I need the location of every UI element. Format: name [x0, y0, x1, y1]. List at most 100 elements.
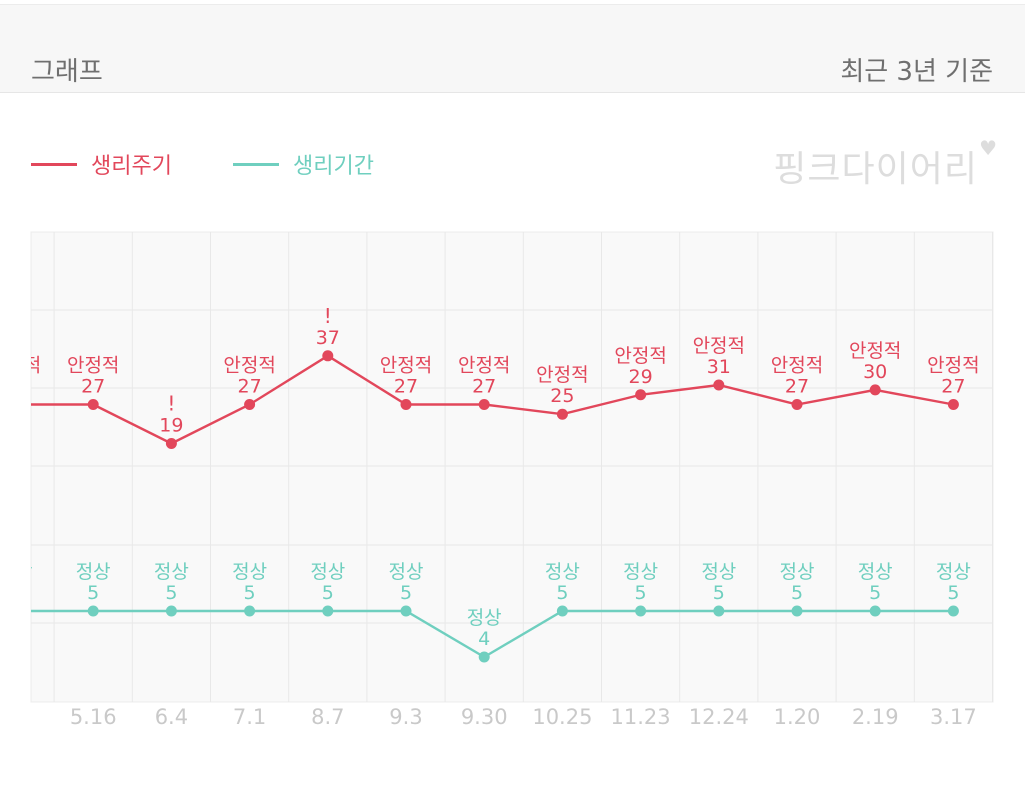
data-label-status: 안정적	[0, 355, 41, 377]
data-label-value: 27	[941, 376, 965, 398]
x-tick-label: 8.7	[311, 705, 344, 729]
legend-label-period: 생리기간	[293, 154, 374, 179]
data-label-value: 5	[9, 582, 21, 604]
data-label-status: !	[167, 391, 175, 415]
data-point	[635, 389, 647, 401]
data-label-status: 정상	[936, 561, 971, 583]
legend-line-period	[233, 163, 279, 166]
data-label-status: 정상	[701, 561, 736, 583]
data-point	[244, 605, 256, 617]
data-point	[635, 605, 647, 617]
x-tick-label: 9.30	[461, 705, 508, 729]
data-label-value: 27	[3, 376, 27, 398]
data-label-status: 정상	[310, 561, 345, 583]
data-point	[165, 437, 177, 449]
data-point	[322, 605, 334, 617]
x-tick-label: 9.3	[389, 705, 422, 729]
data-label-value: 5	[556, 582, 568, 604]
data-label-value: 5	[400, 582, 412, 604]
data-label-status: 정상	[0, 561, 32, 583]
data-label-value: 29	[629, 366, 653, 388]
data-point	[400, 605, 412, 617]
data-label-value: 27	[394, 376, 418, 398]
data-point	[322, 350, 334, 362]
x-tick-label: 2.19	[852, 705, 899, 729]
data-label-value: 5	[635, 582, 647, 604]
data-label-status: 안정적	[458, 355, 510, 377]
data-label-value: 5	[791, 582, 803, 604]
data-label-value: 27	[81, 376, 105, 398]
data-point	[244, 399, 256, 410]
data-point	[556, 408, 568, 420]
data-point	[400, 399, 412, 410]
plot-area	[30, 231, 994, 703]
data-label-status: 정상	[780, 561, 815, 583]
data-label-status: 정상	[623, 561, 658, 583]
data-point	[478, 399, 490, 410]
legend-line-cycle	[31, 163, 77, 166]
data-point	[791, 605, 803, 617]
data-label-value: 5	[869, 582, 881, 604]
x-tick-label: 3.17	[930, 705, 977, 729]
x-tick-label: 10.25	[532, 705, 592, 729]
data-label-status: 안정적	[223, 355, 275, 377]
data-label-value: 37	[316, 327, 340, 349]
data-point	[87, 399, 99, 410]
data-label-value: 5	[165, 582, 177, 604]
x-tick-label: 11.23	[611, 705, 671, 729]
data-label-value: 5	[87, 582, 99, 604]
data-label-status: 안정적	[849, 340, 901, 362]
data-label-status: 안정적	[67, 355, 119, 377]
data-label-status: !	[324, 304, 332, 328]
data-label-status: 안정적	[380, 355, 432, 377]
data-label-status: 안정적	[693, 335, 745, 357]
data-label-value: 27	[785, 376, 809, 398]
period-filter[interactable]: 최근 3년 기준	[840, 57, 993, 87]
data-point	[478, 651, 490, 663]
data-point	[87, 605, 99, 617]
data-label-status: 정상	[545, 561, 580, 583]
x-tick-label: 9	[8, 705, 21, 729]
data-label-value: 19	[159, 414, 183, 436]
data-point	[713, 379, 725, 391]
data-label-status: 정상	[76, 561, 111, 583]
x-tick-label: 12.24	[689, 705, 749, 729]
x-tick-label: 6.4	[155, 705, 188, 729]
data-point	[165, 605, 177, 617]
x-tick-label: 5.16	[70, 705, 117, 729]
data-point	[869, 605, 881, 617]
data-label-value: 5	[713, 582, 725, 604]
data-label-status: 정상	[232, 561, 267, 583]
data-label-status: 정상	[467, 607, 502, 629]
data-point	[713, 605, 725, 617]
data-label-status: 정상	[858, 561, 893, 583]
data-label-status: 안정적	[614, 345, 666, 367]
data-point	[556, 605, 568, 617]
data-label-value: 25	[550, 385, 574, 407]
data-label-status: 정상	[389, 561, 424, 583]
data-label-status: 안정적	[927, 355, 979, 377]
data-label-status: 안정적	[771, 355, 823, 377]
legend-label-cycle: 생리주기	[91, 154, 172, 179]
data-label-value: 27	[472, 376, 496, 398]
data-label-value: 5	[947, 582, 959, 604]
data-label-value: 5	[322, 582, 334, 604]
data-label-value: 30	[863, 361, 887, 383]
data-label-status: 안정적	[536, 364, 588, 386]
data-label-value: 27	[238, 376, 262, 398]
data-point	[869, 384, 881, 396]
data-point	[791, 399, 803, 410]
data-label-value: 31	[707, 356, 731, 378]
data-label-status: 정상	[154, 561, 189, 583]
x-tick-label: 7.1	[233, 705, 266, 729]
heart-icon: ♥	[979, 136, 997, 160]
data-point	[947, 605, 959, 617]
graph-header: 그래프 최근 3년 기준	[0, 4, 1025, 93]
data-label-value: 4	[478, 628, 490, 650]
data-point	[947, 399, 959, 410]
x-tick-label: 1.20	[774, 705, 821, 729]
data-label-value: 5	[244, 582, 256, 604]
series-group: 27안정적27안정적19!27안정적37!27안정적27안정적25안정적29안정…	[0, 304, 980, 663]
brand-logo: 핑크다이어리	[773, 149, 978, 190]
